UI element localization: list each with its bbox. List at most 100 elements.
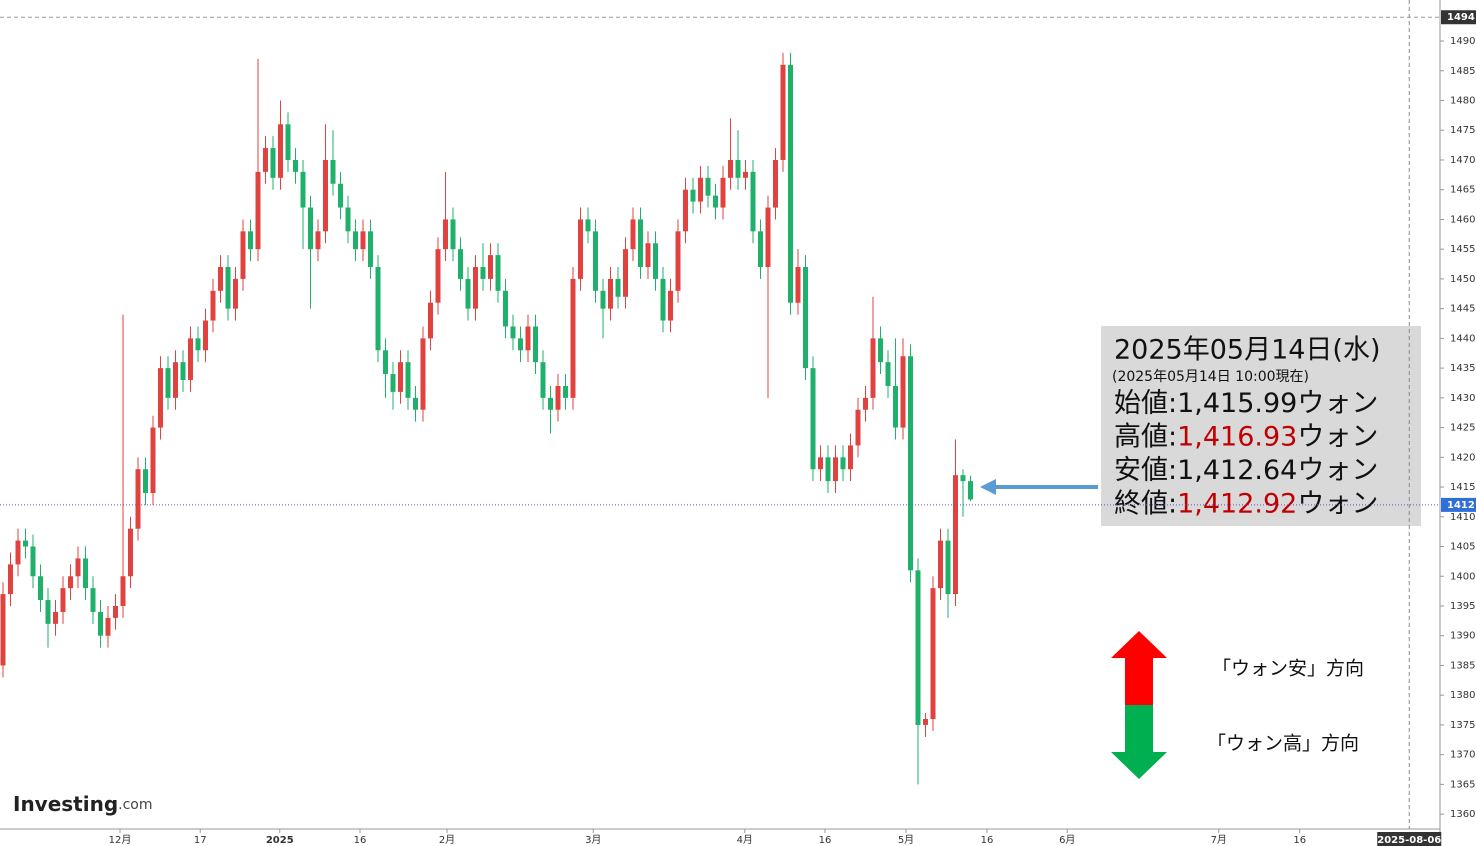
candle-body	[90, 588, 96, 612]
x-tick-label: 16	[981, 835, 994, 846]
candle-body	[270, 148, 276, 178]
logo: Investing.com	[13, 792, 153, 816]
last-marker-label: 1412	[1447, 500, 1475, 511]
candle-body	[900, 356, 906, 428]
candle-body	[878, 338, 883, 363]
candle-body	[675, 231, 681, 291]
logo-suffix: .com	[118, 797, 152, 813]
candle-body	[960, 475, 966, 482]
candle-body	[405, 362, 411, 398]
y-tick-label: 1415	[1450, 482, 1475, 493]
y-tick-label: 1445	[1450, 304, 1475, 315]
y-tick-label: 1470	[1450, 155, 1475, 166]
info-label: 安値:	[1114, 455, 1177, 486]
info-line: 終値:1,412.92ウォン	[1114, 488, 1378, 519]
candle-body	[383, 350, 388, 375]
candle-body	[923, 718, 928, 725]
candle-body	[23, 540, 28, 547]
y-tick-label: 1360	[1450, 809, 1475, 820]
candles	[0, 52, 973, 785]
candle-body	[450, 219, 456, 250]
candle-body	[465, 278, 471, 309]
candle-body	[803, 267, 808, 369]
candle-body	[278, 124, 283, 178]
info-date: 2025年05月14日(水)	[1114, 335, 1381, 366]
candle-body	[38, 576, 43, 601]
candle-body	[788, 64, 793, 303]
y-tick-label: 1395	[1450, 601, 1475, 612]
candle-body	[825, 457, 831, 482]
candle-body	[810, 368, 816, 470]
candle-body	[503, 290, 508, 327]
candle-body	[330, 159, 336, 184]
candle-body	[150, 427, 156, 493]
legend-down: 「ウォン高」方向	[1207, 733, 1359, 755]
x-tick-label: 16	[1293, 835, 1306, 846]
candle-body	[945, 540, 951, 595]
candle-body	[338, 183, 343, 208]
candle-body	[473, 267, 478, 309]
candle-body	[413, 397, 418, 410]
candle-body	[248, 231, 253, 250]
candle-body	[210, 290, 216, 321]
top-marker-box	[1441, 10, 1476, 25]
candle-body	[225, 267, 231, 309]
candle-body	[938, 540, 943, 589]
candle-body	[683, 189, 688, 232]
y-tick-label: 1465	[1450, 185, 1475, 196]
candle-body	[750, 171, 756, 232]
candle-body	[548, 397, 553, 410]
candle-body	[458, 249, 463, 279]
candle-body	[660, 278, 666, 321]
y-tick-label: 1405	[1450, 542, 1475, 553]
y-tick-label: 1425	[1450, 423, 1475, 434]
candle-body	[285, 124, 291, 160]
candle-body	[495, 255, 501, 291]
info-value: 1,412.64	[1177, 455, 1297, 486]
cursor-date-box	[1377, 832, 1442, 846]
candle-body	[510, 326, 516, 339]
candle-body	[8, 564, 13, 595]
candle-body	[480, 267, 486, 279]
candle-body	[773, 159, 778, 208]
candle-body	[705, 177, 711, 196]
candle-body	[638, 219, 643, 268]
info-label: 終値:	[1114, 488, 1177, 519]
candle-body	[863, 397, 868, 410]
candle-body	[420, 338, 426, 410]
candle-body	[353, 231, 358, 250]
top-marker-label: 1494	[1447, 12, 1475, 23]
candle-body	[893, 385, 898, 428]
candle-body	[833, 457, 838, 482]
candle-body	[563, 385, 568, 398]
info-unit: ウォン	[1297, 388, 1378, 419]
last-marker-box	[1441, 497, 1476, 512]
candle-body	[758, 231, 763, 268]
candle-body	[818, 457, 823, 470]
candle-body	[15, 540, 21, 565]
candle-body	[585, 219, 591, 232]
candle-body	[908, 356, 913, 571]
candle-body	[428, 302, 433, 339]
x-tick-label: 17	[194, 835, 207, 846]
candle-body	[593, 231, 598, 291]
candle-body	[165, 368, 171, 398]
y-tick-label: 1485	[1450, 66, 1475, 77]
candle-body	[240, 231, 246, 279]
candle-body	[60, 588, 66, 612]
candle-body	[953, 475, 958, 595]
x-tick-label: 7月	[1211, 834, 1227, 846]
candle-body	[135, 469, 141, 529]
candle-body	[195, 338, 201, 351]
candle-body	[83, 558, 88, 589]
candle-body	[128, 528, 133, 577]
candle-body	[375, 267, 381, 351]
candle-body	[233, 278, 238, 309]
x-tick-label: 3月	[585, 834, 601, 846]
y-tick-label: 1435	[1450, 363, 1475, 374]
candle-body	[518, 338, 523, 351]
candle-body	[713, 195, 718, 208]
candle-body	[75, 558, 81, 577]
candle-body	[203, 320, 208, 351]
candle-body	[53, 611, 58, 624]
